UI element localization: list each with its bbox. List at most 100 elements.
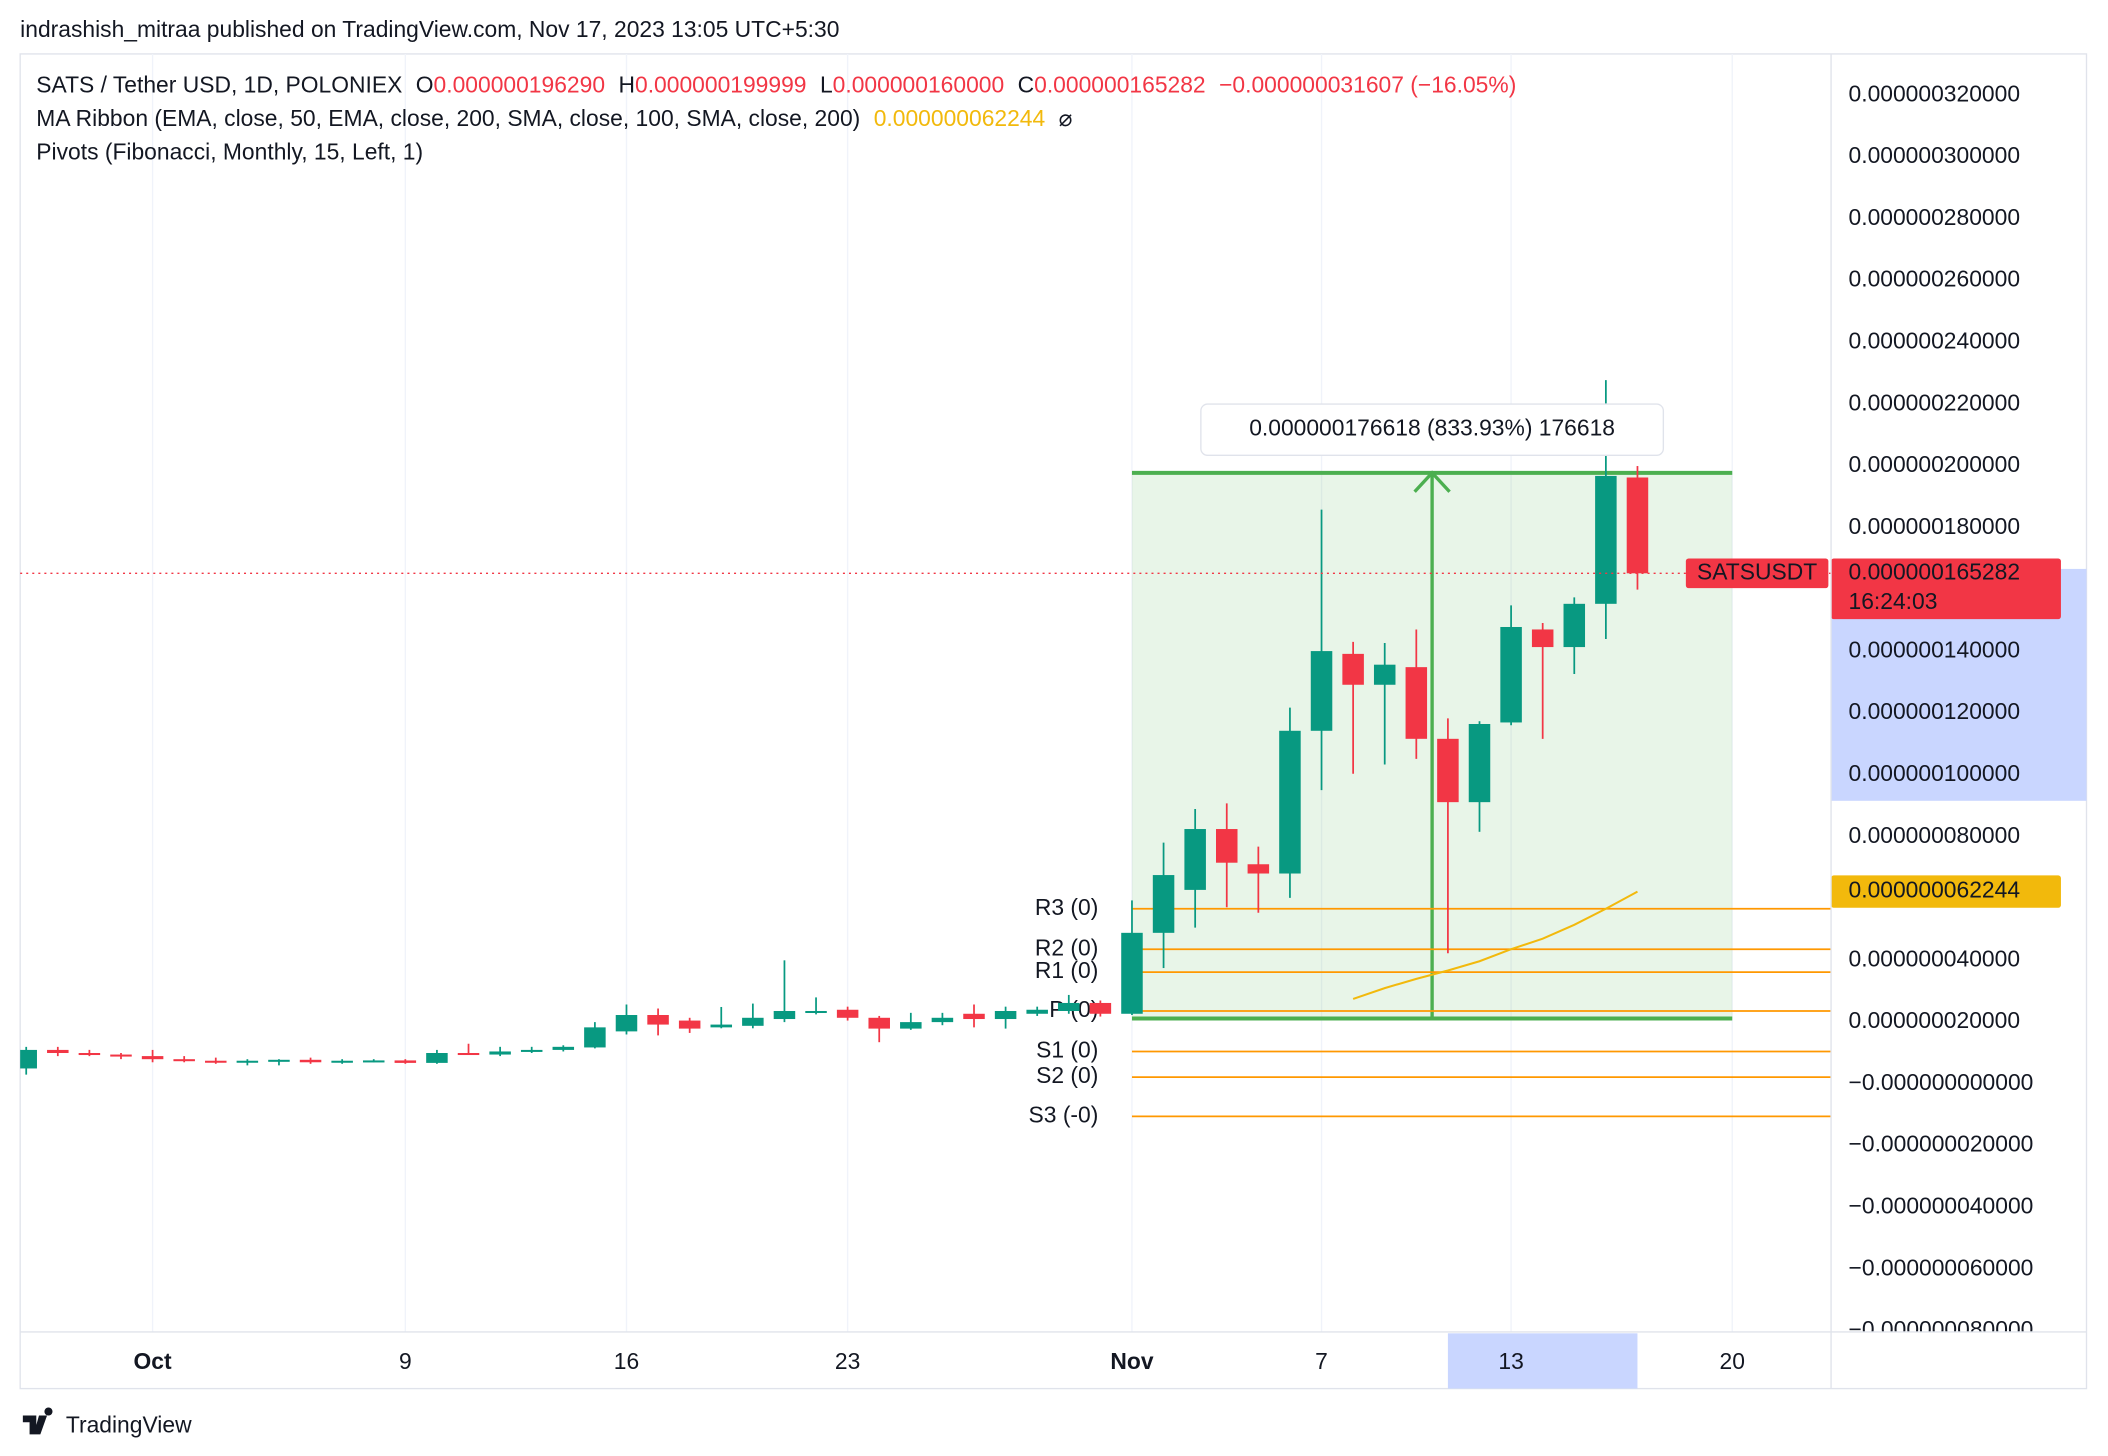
x-tick-label: 7 xyxy=(1315,1348,1328,1374)
candle-body xyxy=(205,1060,227,1063)
candle-body xyxy=(1373,664,1396,685)
price-tag-text: 0.000000165282 xyxy=(1849,558,2021,584)
pivot-label: S2 (0) xyxy=(1036,1062,1098,1088)
x-tick-label: Nov xyxy=(1110,1348,1153,1374)
y-tick-label: 0.000000220000 xyxy=(1849,389,2021,415)
brand-logo xyxy=(22,1407,53,1435)
ma-name: MA Ribbon (EMA, close, 50, EMA, close, 2… xyxy=(36,105,860,131)
candle-body xyxy=(426,1053,448,1063)
candle-body xyxy=(900,1022,922,1029)
pivot-label: R2 (0) xyxy=(1035,934,1098,960)
candle-body xyxy=(994,1010,1017,1020)
candle-body xyxy=(78,1053,101,1056)
change: −0.000000031607 (−16.05%) xyxy=(1219,71,1516,97)
legend-ma: MA Ribbon (EMA, close, 50, EMA, close, 2… xyxy=(36,105,1072,131)
symbol-tag-text: SATSUSDT xyxy=(1697,558,1817,584)
candle-body xyxy=(931,1017,954,1023)
x-tick-label: 20 xyxy=(1720,1348,1745,1374)
candle-body xyxy=(299,1059,322,1063)
candle-body xyxy=(1310,651,1333,731)
y-tick-label: −0.000000020000 xyxy=(1849,1131,2034,1157)
measure-arrow-head xyxy=(1413,470,1451,493)
candle-body xyxy=(1058,1002,1080,1011)
x-tick-label: 13 xyxy=(1498,1348,1523,1374)
candle-body xyxy=(963,1013,985,1020)
candle-body xyxy=(1595,475,1617,604)
candle-body xyxy=(268,1059,290,1062)
candle-body xyxy=(173,1059,195,1062)
y-tick-label: 0.000000040000 xyxy=(1849,945,2021,971)
candle-body xyxy=(1500,626,1522,723)
published-note: indrashish_mitraa published on TradingVi… xyxy=(20,16,839,42)
legend-symbol: SATS / Tether USD, 1D, POLONIEX O0.000000… xyxy=(36,71,1516,97)
x-tick-label: 23 xyxy=(835,1348,860,1374)
candle-body xyxy=(1437,738,1459,803)
candle-body xyxy=(615,1015,638,1032)
candle-body xyxy=(742,1017,764,1026)
y-tick-label: 0.000000260000 xyxy=(1849,266,2021,292)
measure-label-box xyxy=(1200,403,1665,456)
candle-body xyxy=(1342,653,1364,685)
y-tick-label: 0.000000240000 xyxy=(1849,327,2021,353)
ohlc-value: 0.000000196290 xyxy=(434,71,606,97)
candle-body xyxy=(868,1017,890,1029)
y-tick-label: 0.000000320000 xyxy=(1849,80,2021,106)
ohlc-value: 0.000000160000 xyxy=(833,71,1005,97)
ohlc-key: L xyxy=(820,71,833,97)
candle-body xyxy=(773,1010,796,1020)
x-tick-label: 9 xyxy=(399,1348,412,1374)
y-tick-label: 0.000000280000 xyxy=(1849,204,2021,230)
measure-label: 0.000000176618 (833.93%) 176618 xyxy=(1249,415,1615,441)
candle-body xyxy=(1405,667,1428,739)
ma-icon: ⌀ xyxy=(1059,105,1073,131)
candle-body xyxy=(236,1060,259,1063)
symbol-tag xyxy=(1685,558,1829,589)
y-tick-label: −0.000000000000 xyxy=(1849,1069,2034,1095)
candle-body xyxy=(836,1009,859,1018)
y-tick-label: 0.000000020000 xyxy=(1849,1007,2021,1033)
pivot-label: R1 (0) xyxy=(1035,957,1098,983)
candle-body xyxy=(1626,477,1649,574)
symbol: SATS / Tether USD, 1D, POLONIEX xyxy=(36,71,402,97)
candle-body xyxy=(678,1020,701,1029)
y-tick-label: −0.000000060000 xyxy=(1849,1254,2034,1280)
legend-pivots: Pivots (Fibonacci, Monthly, 15, Left, 1) xyxy=(36,139,423,165)
candle-body xyxy=(1563,603,1586,648)
candle-body xyxy=(1468,723,1491,803)
y-tick-label: 0.000000100000 xyxy=(1849,760,2021,786)
ohlc-key: C xyxy=(1018,71,1035,97)
countdown: 16:24:03 xyxy=(1849,588,1938,614)
x-tick-label: 16 xyxy=(614,1348,639,1374)
y-tick-label: 0.000000080000 xyxy=(1849,822,2021,848)
candle-body xyxy=(110,1054,132,1057)
y-tick-label: 0.000000140000 xyxy=(1849,636,2021,662)
candle-body xyxy=(1531,629,1554,648)
ma-line xyxy=(1352,890,1638,1000)
pivot-label: S1 (0) xyxy=(1036,1036,1098,1062)
y-tick-label: 0.000000300000 xyxy=(1849,142,2021,168)
candle-body xyxy=(362,1060,385,1063)
candle-body xyxy=(584,1027,606,1048)
y-tick-label: −0.000000040000 xyxy=(1849,1192,2034,1218)
ohlc-key: H xyxy=(619,71,636,97)
chart-frame xyxy=(19,53,2088,1390)
ohlc-value: 0.000000165282 xyxy=(1034,71,1206,97)
candle-body xyxy=(331,1060,353,1063)
candle-body xyxy=(20,1049,37,1069)
y-tick-label: 0.000000180000 xyxy=(1849,513,2021,539)
y-tick-label: 0.000000200000 xyxy=(1849,451,2021,477)
candle-body xyxy=(647,1015,669,1025)
candle-body xyxy=(1247,864,1270,874)
candle-body xyxy=(47,1049,69,1054)
candle-body xyxy=(520,1049,543,1052)
candle-body xyxy=(1152,875,1175,933)
ma-tag-text: 0.000000062244 xyxy=(1849,877,2021,903)
candle-body xyxy=(1279,730,1301,874)
candle-body xyxy=(1215,829,1238,863)
ma-tag xyxy=(1831,875,2061,908)
candle-body xyxy=(1184,829,1206,890)
price-tag xyxy=(1831,558,2061,620)
y-tick-label: 0.000000120000 xyxy=(1849,698,2021,724)
ohlc-value: 0.000000199999 xyxy=(635,71,807,97)
